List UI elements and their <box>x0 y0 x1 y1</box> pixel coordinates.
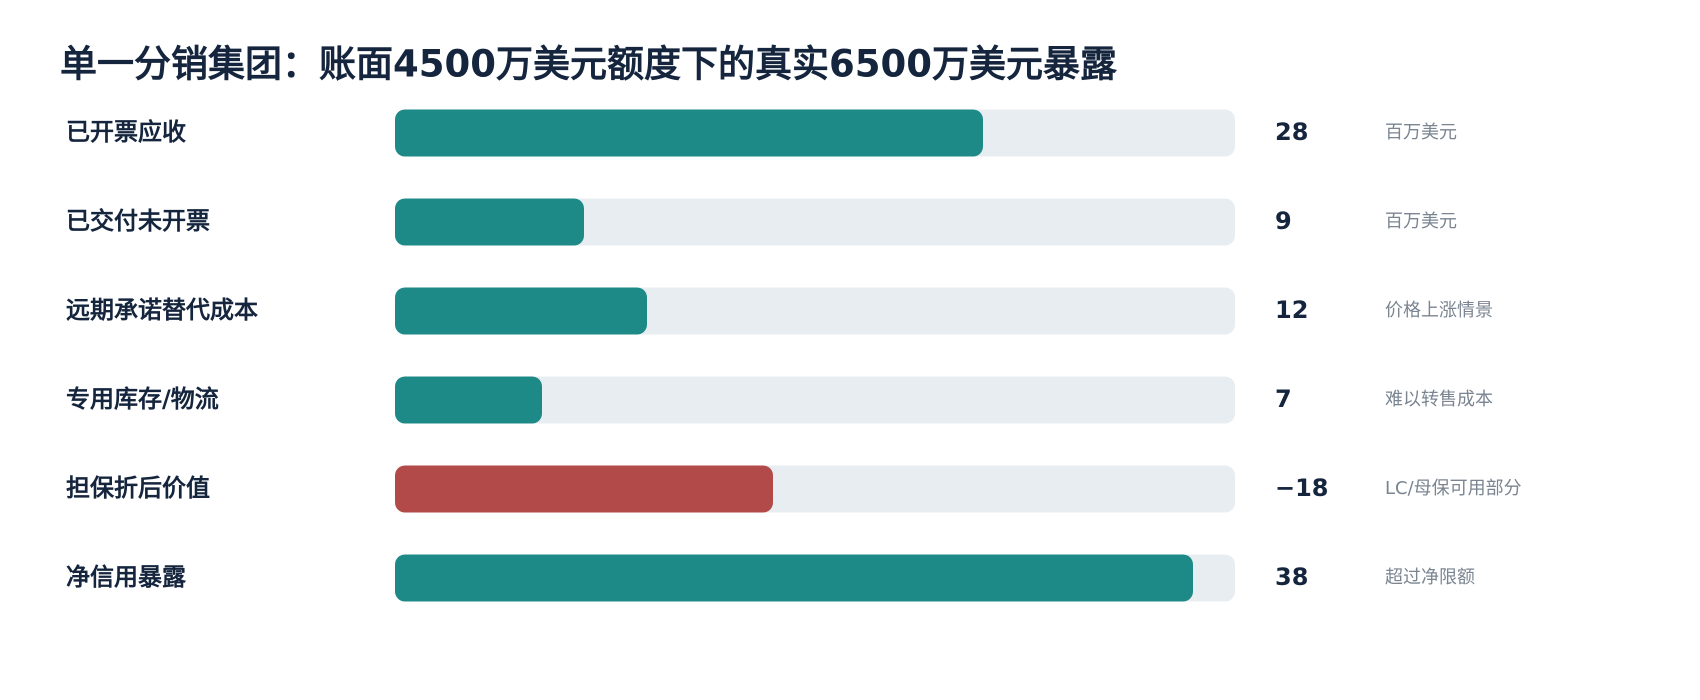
category-label: 担保折后价值 <box>66 474 210 502</box>
note: 超过净限额 <box>1385 567 1475 588</box>
note: 难以转售成本 <box>1385 389 1493 410</box>
bar <box>395 376 542 424</box>
chart-title: 单一分销集团：账面4500万美元额度下的真实6500万美元暴露 <box>60 43 1118 86</box>
value-label: 9 <box>1275 207 1292 235</box>
category-label: 已开票应收 <box>66 118 186 146</box>
value-label: 12 <box>1275 296 1308 324</box>
value-label: 28 <box>1275 118 1308 146</box>
note: 价格上涨情景 <box>1385 300 1493 321</box>
bar <box>395 554 1193 602</box>
bar <box>395 198 584 246</box>
value-label: 38 <box>1275 563 1308 591</box>
category-label: 专用库存/物流 <box>66 385 219 413</box>
note: 百万美元 <box>1385 122 1457 143</box>
value-label: −18 <box>1275 474 1329 502</box>
bar-track <box>395 198 1235 246</box>
bar <box>395 465 773 513</box>
category-label: 净信用暴露 <box>66 563 187 591</box>
note: 百万美元 <box>1385 211 1457 232</box>
value-label: 7 <box>1275 385 1292 413</box>
bar-track <box>395 376 1235 424</box>
category-label: 已交付未开票 <box>66 207 210 235</box>
bar <box>395 109 983 157</box>
note: LC/母保可用部分 <box>1385 478 1522 499</box>
bar <box>395 287 647 335</box>
category-label: 远期承诺替代成本 <box>66 296 258 324</box>
